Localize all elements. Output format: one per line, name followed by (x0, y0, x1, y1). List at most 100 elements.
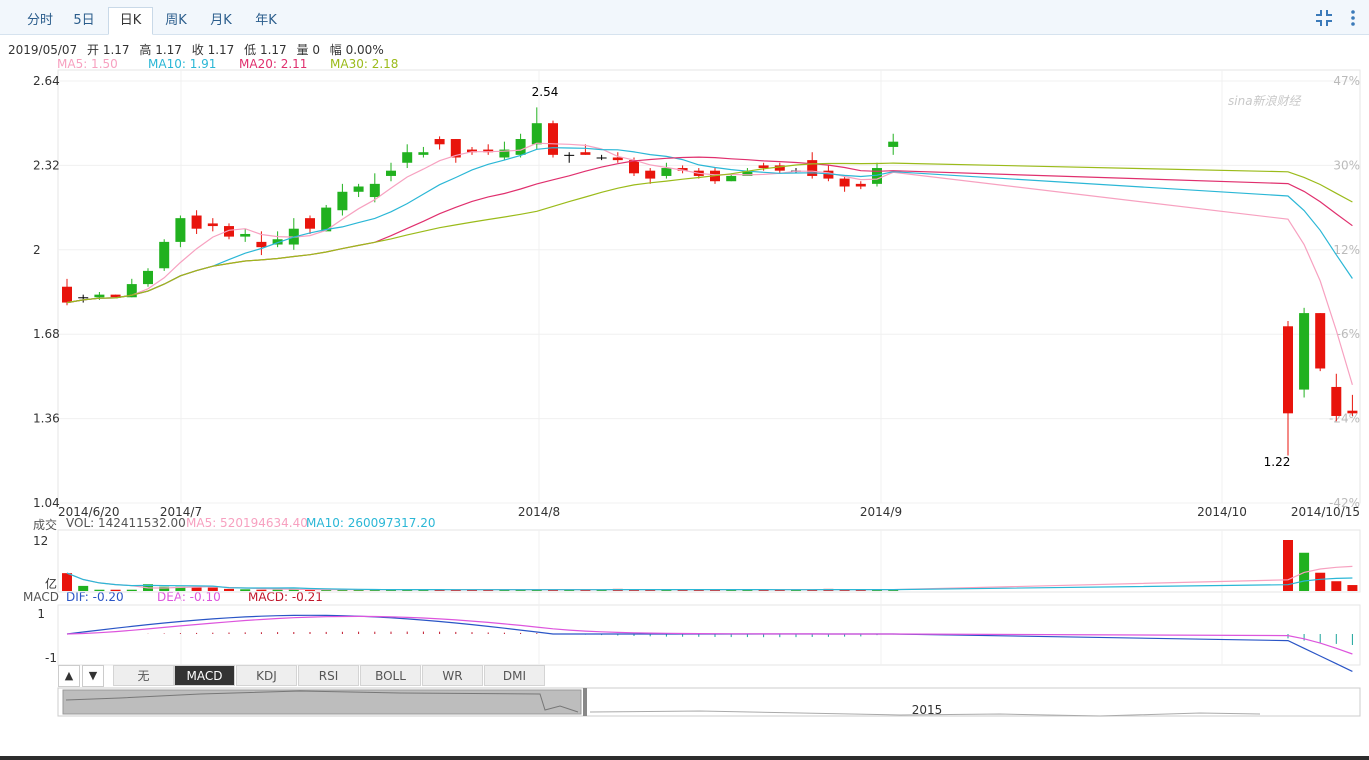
date-tick-label: 2014/8 (518, 505, 560, 519)
candle-body (467, 149, 477, 153)
arrow-up-button[interactable]: ▲ (58, 665, 80, 687)
volume-title: 成交 (33, 518, 58, 532)
volume-bar (240, 589, 251, 591)
volume-bar (369, 589, 380, 591)
candle-body (531, 123, 542, 145)
quote-volume: 量 0 (296, 43, 320, 57)
tab-monthly-k[interactable]: 月K (210, 13, 232, 28)
volume-bar (839, 589, 850, 591)
candle-body (62, 286, 72, 303)
tab-daily-k[interactable]: 日K (108, 7, 153, 35)
volume-bar (855, 589, 866, 591)
collapse-arrows-icon[interactable] (1314, 8, 1334, 28)
candle-body (321, 207, 332, 232)
candle-body (191, 215, 202, 229)
ma10-line (66, 147, 1353, 304)
volume-bar (62, 573, 72, 591)
volume-bar (1347, 585, 1358, 591)
macd-dea-line (66, 615, 1353, 655)
tab-intraday[interactable]: 分时 (26, 13, 53, 28)
candle-body (726, 175, 737, 182)
volume-bar (78, 585, 89, 591)
volume-bar (580, 589, 591, 591)
indicator-macd-button[interactable]: MACD (174, 665, 235, 686)
tab-yearly-k[interactable]: 年K (255, 13, 277, 28)
candle-body (758, 165, 769, 169)
volume-ma10: MA10: 260097317.20 (306, 516, 436, 530)
candle-body (1347, 410, 1358, 414)
macd-dea: DEA: -0.10 (157, 590, 221, 604)
indicator-kdj-button[interactable]: KDJ (236, 665, 297, 686)
indicator-dmi-button[interactable]: DMI (484, 665, 545, 686)
indicator-wr-button[interactable]: WR (422, 665, 483, 686)
volume-bar (888, 589, 899, 591)
quote-info-line: 2019/05/07 开 1.17 高 1.17 收 1.17 低 1.17 量… (8, 41, 390, 58)
price-tick-label: 2.32 (33, 158, 60, 172)
pct-tick-label: 47% (1333, 74, 1360, 88)
macd-tick-label: -1 (45, 651, 57, 665)
tab-weekly-k[interactable]: 周K (165, 13, 187, 28)
volume-bar (353, 589, 364, 591)
volume-bar (726, 589, 737, 591)
candle-body (661, 168, 672, 176)
ma5-line (66, 142, 1353, 385)
candle-body (402, 152, 413, 163)
candle-body (596, 157, 607, 159)
candle-body (337, 191, 348, 211)
candle-body (855, 183, 866, 187)
price-tick-label: 1.04 (33, 496, 60, 510)
candle-body (78, 297, 89, 299)
tab-5day[interactable]: 5日 (73, 13, 95, 28)
volume-bar (110, 589, 121, 591)
macd-value: MACD: -0.21 (248, 590, 323, 604)
navigator-preview-line (589, 710, 1261, 717)
candle-body (175, 218, 186, 242)
candle-body (386, 170, 396, 176)
macd-dif-line (66, 614, 1353, 672)
volume-bar (1331, 581, 1342, 591)
candle-body (645, 170, 656, 179)
volume-value: VOL: 142411532.00 (66, 516, 186, 530)
volume-bar (531, 589, 542, 591)
candle-body (1299, 313, 1310, 390)
candle-body (224, 226, 234, 237)
navigator-year-label: 2015 (912, 703, 943, 717)
volume-bar (434, 589, 445, 591)
candle-body (1331, 386, 1342, 416)
date-tick-label: 2014/10 (1197, 505, 1247, 519)
volume-bar (710, 589, 720, 591)
candle-body (483, 149, 494, 153)
volume-bar (1315, 572, 1326, 591)
candle-body (305, 218, 315, 229)
volume-bar (791, 589, 801, 591)
volume-bar (677, 589, 688, 591)
quote-high: 高 1.17 (139, 43, 182, 57)
candle-body (126, 284, 137, 298)
indicator-boll-button[interactable]: BOLL (360, 665, 421, 686)
ma20-line (66, 156, 1353, 304)
candle-body (1283, 326, 1293, 414)
macd-panel-frame (57, 604, 1361, 666)
candle-body (450, 139, 461, 158)
sina-finance-logo: sina新浪财经 (1228, 94, 1301, 108)
candle-body (839, 178, 850, 187)
volume-bar (596, 589, 607, 591)
candle-body (629, 160, 639, 174)
arrow-down-button[interactable]: ▼ (82, 665, 104, 687)
volume-bar (629, 589, 639, 591)
ma20-legend: MA20: 2.11 (239, 57, 308, 71)
indicator-rsi-button[interactable]: RSI (298, 665, 359, 686)
candle-body (612, 157, 623, 161)
candle-body (580, 152, 591, 155)
navigator-handle (583, 688, 587, 716)
price-tick-label: 2 (33, 243, 41, 257)
volume-bar (305, 589, 315, 591)
indicator-none-button[interactable]: 无 (113, 665, 174, 686)
vertical-dots-icon[interactable] (1343, 8, 1363, 28)
ma10-legend: MA10: 1.91 (148, 57, 217, 71)
quote-open: 开 1.17 (87, 43, 130, 57)
candle-body (159, 241, 170, 269)
volume-bar (94, 589, 105, 591)
volume-bar (321, 589, 332, 591)
